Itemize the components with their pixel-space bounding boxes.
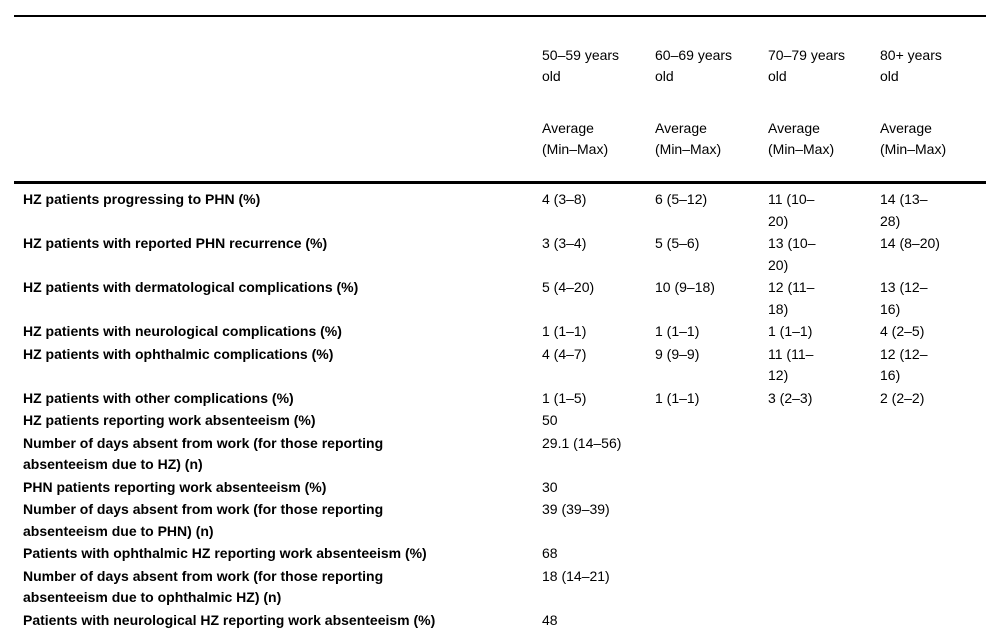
value-cell-70-79: 1 (1–1) <box>768 323 813 339</box>
table-row: Patients with ophthalmic HZ reporting wo… <box>14 542 986 565</box>
value-cell-70-79: 12 (11– 18) <box>768 279 815 317</box>
row-label: PHN patients reporting work absenteeism … <box>23 478 327 495</box>
value-cell-50-59: 18 (14–21) <box>542 567 610 584</box>
value-cell-60-69: 1 (1–1) <box>655 323 700 339</box>
value-cell-80plus: 13 (12– 16) <box>880 279 928 317</box>
col-header-50-59: 50–59 years old Average (Min–Max) <box>542 16 655 184</box>
col-header-80plus: 80+ years old Average (Min–Max) <box>880 16 986 184</box>
value-cell-60-69 <box>655 609 768 632</box>
stat-subheader: Average (Min–Max) <box>768 120 835 157</box>
value-cell-80plus: 14 (8–20) <box>880 235 940 251</box>
row-label: Number of days absent from work (for tho… <box>23 501 384 539</box>
table-row: HZ patients with ophthalmic complication… <box>14 343 986 387</box>
value-cell-80plus <box>880 432 986 476</box>
value-cell-60-69 <box>655 432 768 476</box>
table-row: Patients with neurological HZ reporting … <box>14 609 986 632</box>
value-cell-50-59: 48 <box>542 611 558 628</box>
value-cell-50-59: 1 (1–5) <box>542 389 587 406</box>
value-cell-50-59: 30 <box>542 478 558 495</box>
table-row: HZ patients with other complications (%)… <box>14 387 986 410</box>
value-cell-70-79 <box>768 565 880 609</box>
value-cell-60-69 <box>655 498 768 542</box>
row-label: HZ patients with ophthalmic complication… <box>23 345 334 362</box>
value-cell-60-69: 9 (9–9) <box>655 345 700 362</box>
table-row: HZ patients progressing to PHN (%) 4 (3–… <box>14 183 986 233</box>
value-cell-80plus: 14 (13– 28) <box>880 191 928 229</box>
row-label: Patients with neurological HZ reporting … <box>23 611 436 628</box>
value-cell-70-79: 3 (2–3) <box>768 389 813 406</box>
value-cell-70-79 <box>768 432 880 476</box>
value-cell-50-59: 5 (4–20) <box>542 279 595 295</box>
value-cell-50-59: 1 (1–1) <box>542 323 587 339</box>
row-label: HZ patients with neurological complicati… <box>23 323 342 339</box>
value-cell-80plus: 12 (12– 16) <box>880 345 928 384</box>
row-label: Patients with ophthalmic HZ reporting wo… <box>23 545 427 561</box>
value-cell-70-79 <box>768 609 880 632</box>
value-cell-60-69: 1 (1–1) <box>655 389 700 406</box>
value-cell-50-59: 68 <box>542 545 558 561</box>
value-cell-80plus <box>880 609 986 632</box>
value-cell-80plus: 2 (2–2) <box>880 389 925 406</box>
table-row: HZ patients with neurological complicati… <box>14 320 986 343</box>
age-group-label: 50–59 years old <box>542 47 620 84</box>
value-cell-80plus <box>880 409 986 432</box>
table-row: Number of days absent from work (for tho… <box>14 432 986 476</box>
age-group-label: 70–79 years old <box>768 47 846 84</box>
value-cell-70-79: 11 (10– 20) <box>768 191 815 229</box>
value-cell-80plus: 4 (2–5) <box>880 323 925 339</box>
value-cell-80plus <box>880 565 986 609</box>
corner-cell <box>14 16 542 184</box>
value-cell-50-59: 50 <box>542 412 558 428</box>
value-cell-60-69: 10 (9–18) <box>655 279 715 295</box>
stat-subheader: Average (Min–Max) <box>880 120 947 157</box>
table-row: PHN patients reporting work absenteeism … <box>14 476 986 499</box>
table-header: 50–59 years old Average (Min–Max) 60–69 … <box>14 16 986 184</box>
value-cell-60-69: 5 (5–6) <box>655 235 700 251</box>
row-label: HZ patients reporting work absenteeism (… <box>23 412 316 428</box>
row-label: HZ patients progressing to PHN (%) <box>23 191 261 207</box>
value-cell-50-59: 39 (39–39) <box>542 501 610 517</box>
col-header-70-79: 70–79 years old Average (Min–Max) <box>768 16 880 184</box>
row-label: HZ patients with other complications (%) <box>23 389 294 406</box>
table-row: HZ patients with dermatological complica… <box>14 276 986 320</box>
value-cell-60-69: 6 (5–12) <box>655 191 708 207</box>
value-cell-50-59: 4 (3–8) <box>542 191 587 207</box>
value-cell-70-79 <box>768 542 880 565</box>
value-cell-50-59: 29.1 (14–56) <box>542 434 622 451</box>
value-cell-70-79 <box>768 476 880 499</box>
row-label: Number of days absent from work (for tho… <box>23 434 384 473</box>
value-cell-80plus <box>880 542 986 565</box>
row-label: HZ patients with dermatological complica… <box>23 279 359 295</box>
value-cell-80plus <box>880 498 986 542</box>
col-header-60-69: 60–69 years old Average (Min–Max) <box>655 16 768 184</box>
value-cell-50-59: 4 (4–7) <box>542 345 587 362</box>
table-row: Number of days absent from work (for tho… <box>14 498 986 542</box>
value-cell-70-79: 13 (10– 20) <box>768 235 816 273</box>
age-group-label: 80+ years old <box>880 47 942 84</box>
table-row: Number of days absent from work (for tho… <box>14 565 986 609</box>
value-cell-70-79 <box>768 498 880 542</box>
row-label: HZ patients with reported PHN recurrence… <box>23 235 328 251</box>
header-row: 50–59 years old Average (Min–Max) 60–69 … <box>14 16 986 184</box>
hz-age-group-table: 50–59 years old Average (Min–Max) 60–69 … <box>14 15 986 633</box>
value-cell-50-59: 3 (3–4) <box>542 235 587 251</box>
value-cell-60-69 <box>655 542 768 565</box>
value-cell-80plus <box>880 476 986 499</box>
table-body: HZ patients progressing to PHN (%) 4 (3–… <box>14 183 986 633</box>
value-cell-60-69 <box>655 409 768 432</box>
stat-subheader: Average (Min–Max) <box>542 120 609 157</box>
value-cell-60-69 <box>655 476 768 499</box>
stat-subheader: Average (Min–Max) <box>655 120 722 157</box>
age-group-label: 60–69 years old <box>655 47 733 84</box>
table-row: HZ patients with reported PHN recurrence… <box>14 232 986 276</box>
table-row: HZ patients reporting work absenteeism (… <box>14 409 986 432</box>
value-cell-70-79: 11 (11– 12) <box>768 345 814 384</box>
value-cell-70-79 <box>768 409 880 432</box>
row-label: Number of days absent from work (for tho… <box>23 567 384 606</box>
value-cell-60-69 <box>655 565 768 609</box>
